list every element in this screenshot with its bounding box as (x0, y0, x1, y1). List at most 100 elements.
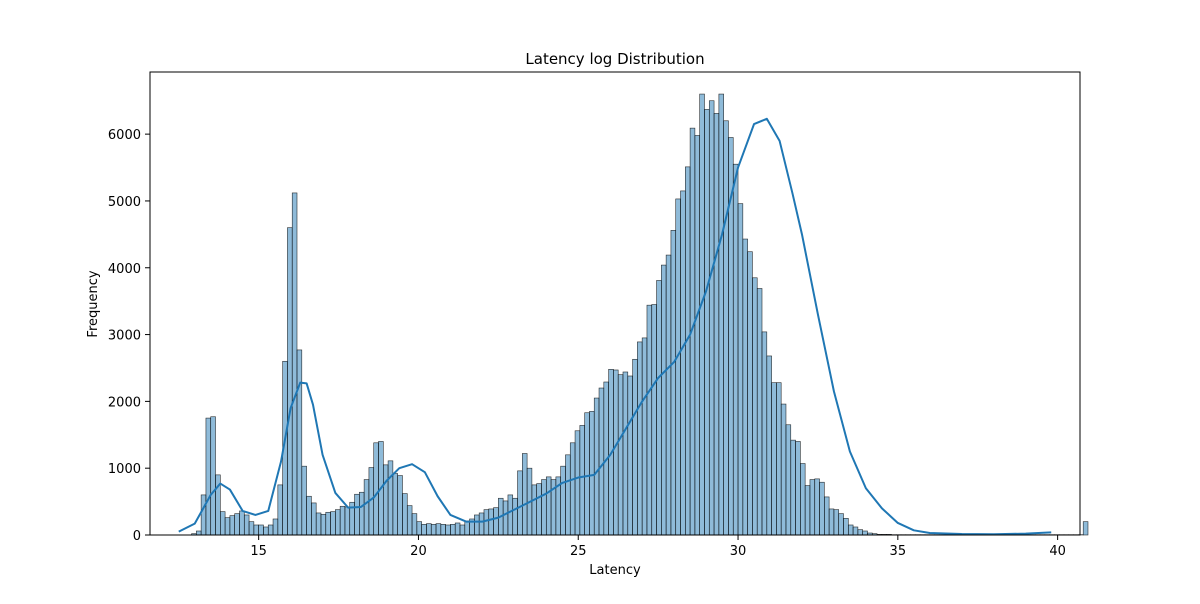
histogram-bar (657, 280, 662, 535)
x-axis-label: Latency (589, 563, 641, 578)
histogram-bar (594, 398, 599, 535)
x-tick-label: 40 (1049, 544, 1066, 559)
histogram-bar (383, 465, 388, 535)
histogram-bar (455, 523, 460, 535)
x-tick-label: 25 (570, 544, 587, 559)
histogram-bar (570, 443, 575, 535)
histogram-bar (522, 453, 527, 535)
histogram-bar (263, 527, 268, 535)
histogram-bar (393, 474, 398, 535)
histogram-bar (388, 461, 393, 535)
histogram-bar (460, 525, 465, 535)
x-tick-label: 15 (250, 544, 267, 559)
histogram-bar (446, 525, 451, 535)
histogram-bar (345, 507, 350, 535)
histogram-bar (767, 356, 772, 535)
histogram-bar (575, 431, 580, 535)
histogram-bar (810, 480, 815, 535)
histogram-bar (417, 522, 422, 535)
histogram-bar (757, 288, 762, 535)
y-tick-label: 6000 (108, 128, 141, 143)
histogram-bar (254, 525, 259, 535)
histogram-bar (307, 496, 312, 535)
histogram-bar (278, 485, 283, 535)
histogram-bar (292, 193, 297, 535)
histogram-bar (355, 494, 360, 535)
histogram-bar (714, 113, 719, 535)
histogram-bar (724, 121, 729, 535)
histogram-bar (546, 477, 551, 535)
x-tick-label: 35 (890, 544, 907, 559)
histogram-bar (196, 531, 201, 535)
histogram-bar (302, 466, 307, 535)
histogram-bar (796, 441, 801, 535)
histogram-bar (628, 376, 633, 535)
histogram-bar (848, 525, 853, 535)
histogram-bar (599, 388, 604, 535)
histogram-bar (331, 512, 336, 535)
chart-title: Latency log Distribution (525, 50, 704, 68)
histogram-bar (685, 167, 690, 535)
histogram-bar (479, 513, 484, 535)
histogram-bar (311, 503, 316, 535)
histogram-bar (585, 413, 590, 535)
histogram-bar (321, 514, 326, 535)
histogram-bar (844, 518, 849, 535)
histogram-bar (412, 514, 417, 535)
histogram-bar (532, 485, 537, 535)
histogram-bar (422, 524, 427, 535)
histogram-bar (359, 492, 364, 535)
histogram-bar (834, 510, 839, 535)
histogram-bar (618, 375, 623, 535)
histogram-bar (206, 418, 211, 535)
histogram-bar (647, 305, 652, 535)
histogram-bar (762, 332, 767, 535)
histogram-bar (719, 94, 724, 535)
histogram-bar (287, 228, 292, 535)
x-tick-label: 30 (730, 544, 747, 559)
histogram-bar (786, 425, 791, 535)
x-axis: 15 20 25 30 35 40 (250, 535, 1066, 559)
histogram-bar (235, 514, 240, 535)
histogram-bar (541, 480, 546, 535)
histogram-bar (494, 508, 499, 535)
histogram-bar (273, 519, 278, 535)
histogram-bar (374, 443, 379, 535)
histogram-bar (700, 94, 705, 535)
histogram-bar (340, 506, 345, 535)
y-tick-label: 4000 (108, 262, 141, 277)
histogram-bar (676, 199, 681, 535)
histogram-bar (326, 512, 331, 535)
histogram-bar (661, 265, 666, 535)
histogram-bar (513, 498, 518, 535)
histogram-bar (781, 404, 786, 535)
x-tick-label: 20 (410, 544, 427, 559)
histogram-bar (211, 417, 216, 535)
histogram-bar (642, 338, 647, 535)
histogram-bar (465, 521, 470, 535)
histogram-bar (249, 522, 254, 535)
histogram-bar (230, 516, 235, 535)
histogram-bar (565, 455, 570, 535)
histogram-bar (671, 230, 676, 535)
y-tick-label: 0 (133, 529, 141, 544)
bars-layer (192, 94, 1088, 535)
histogram-bar (623, 372, 628, 535)
histogram-bar (633, 359, 638, 535)
histogram-bar (738, 204, 743, 535)
histogram-bar (436, 524, 441, 535)
histogram-bar (1083, 522, 1088, 535)
histogram-bar (815, 479, 820, 535)
histogram-bar (561, 466, 566, 535)
histogram-bar (776, 383, 781, 535)
histogram-bar (709, 101, 714, 535)
histogram-bar (800, 464, 805, 535)
histogram-bar (407, 506, 412, 535)
histogram-bar (748, 252, 753, 535)
y-tick-label: 3000 (108, 329, 141, 344)
histogram-bar (743, 239, 748, 535)
histogram-bar (220, 512, 225, 535)
histogram-bar (637, 342, 642, 535)
